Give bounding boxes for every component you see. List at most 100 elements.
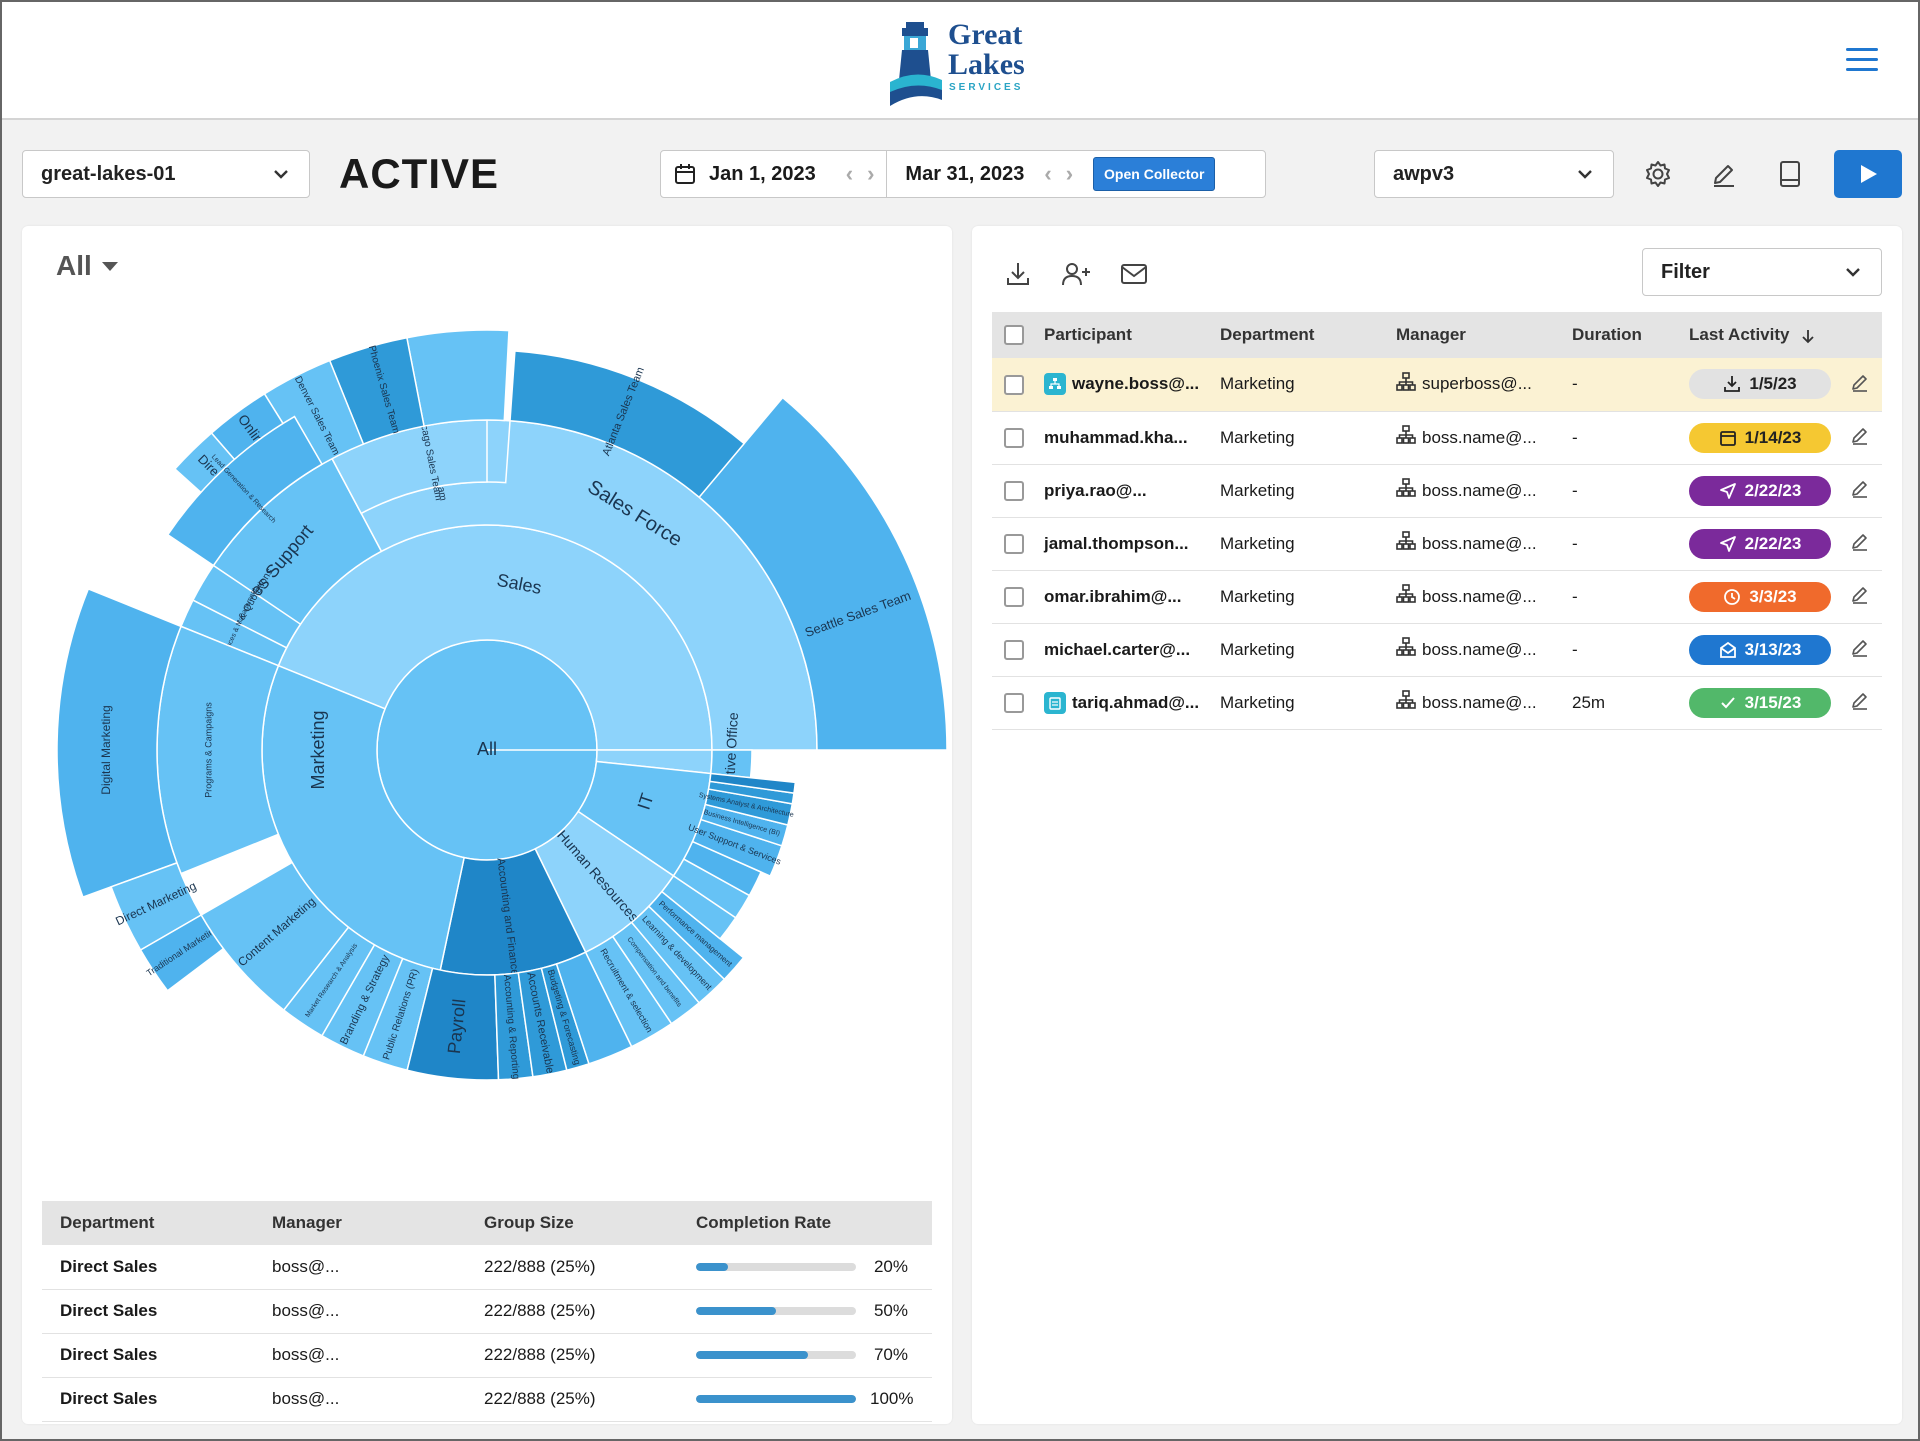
participant-name[interactable]: wayne.boss@... xyxy=(1044,373,1204,396)
sunburst-learning[interactable] xyxy=(630,905,726,1004)
col-department[interactable]: Department xyxy=(42,1201,254,1245)
sunburst-programs-campaigns[interactable] xyxy=(156,625,280,875)
sunburst-branding[interactable] xyxy=(320,943,404,1057)
great-lakes-logo[interactable]: Great Lakes SERVICES xyxy=(888,16,1038,108)
sunburst-direct-marketing[interactable] xyxy=(110,861,203,952)
survey-select[interactable]: awpv3 xyxy=(1374,150,1614,198)
book-icon[interactable] xyxy=(1768,152,1812,196)
sunburst-network-admin[interactable] xyxy=(708,772,797,794)
sunburst-pricing[interactable] xyxy=(191,564,302,649)
department-row[interactable]: Direct Sales boss@... 222/888 (25%) 20% xyxy=(42,1245,932,1290)
last-activity-badge[interactable]: 1/5/23 xyxy=(1689,369,1831,400)
last-activity-badge[interactable]: 2/22/23 xyxy=(1689,475,1831,506)
col-manager[interactable]: Manager xyxy=(254,1201,466,1245)
col-participant[interactable]: Participant xyxy=(1036,312,1212,358)
settings-icon[interactable] xyxy=(1636,152,1680,196)
last-activity-badge[interactable]: 3/15/23 xyxy=(1689,687,1831,718)
sunburst-budgeting[interactable] xyxy=(540,963,590,1072)
participant-row[interactable]: michael.carter@... Marketing boss.name@...… xyxy=(992,623,1882,677)
edit-row-icon[interactable] xyxy=(1850,584,1870,604)
last-activity-badge[interactable]: 1/14/23 xyxy=(1689,422,1831,453)
filter-dropdown[interactable]: Filter xyxy=(1642,248,1882,296)
row-checkbox[interactable] xyxy=(1004,586,1024,607)
row-checkbox[interactable] xyxy=(1004,427,1024,448)
participant-row[interactable]: wayne.boss@... Marketing superboss@... - 1/5… xyxy=(992,358,1882,412)
sunburst-succession[interactable] xyxy=(672,858,751,919)
sunburst-atlanta[interactable] xyxy=(509,350,746,499)
edit-row-icon[interactable] xyxy=(1850,372,1870,392)
start-date-next-icon[interactable]: › xyxy=(867,161,875,186)
project-select[interactable]: great-lakes-01 xyxy=(22,150,310,198)
col-group-size[interactable]: Group Size xyxy=(466,1201,678,1245)
last-activity-badge[interactable]: 3/13/23 xyxy=(1689,634,1831,665)
participant-row[interactable]: priya.rao@... Marketing boss.name@... - 2/22… xyxy=(992,464,1882,518)
sunburst-seattle[interactable] xyxy=(698,396,948,751)
col-last-activity[interactable]: Last Activity xyxy=(1681,312,1842,358)
sunburst-systems-analyst[interactable] xyxy=(704,788,794,826)
sunburst-accounting-reporting[interactable] xyxy=(494,971,534,1081)
start-date-prev-icon[interactable]: ‹ xyxy=(845,161,854,186)
sunburst-content-marketing[interactable] xyxy=(200,861,350,1012)
last-activity-badge[interactable]: 2/22/23 xyxy=(1689,528,1831,559)
sunburst-performance[interactable] xyxy=(647,890,745,981)
sunburst-chicago-leaf[interactable] xyxy=(405,329,510,427)
participant-name[interactable]: jamal.thompson... xyxy=(1044,534,1204,554)
participant-row[interactable]: muhammad.kha... Marketing boss.name@... - 1/… xyxy=(992,411,1882,465)
participant-row[interactable]: tariq.ahmad@... Marketing boss.name@... 25m… xyxy=(992,676,1882,730)
sunburst-lead-gen[interactable] xyxy=(166,415,324,567)
last-activity-badge[interactable]: 3/3/23 xyxy=(1689,581,1831,612)
edit-row-icon[interactable] xyxy=(1850,637,1870,657)
start-date[interactable]: Jan 1, 2023 ‹ › xyxy=(661,151,886,197)
department-row[interactable]: Direct Sales boss@... 222/888 (25%) 70% xyxy=(42,1333,932,1378)
row-checkbox[interactable] xyxy=(1004,533,1024,554)
edit-row-icon[interactable] xyxy=(1850,478,1870,498)
participant-name[interactable]: michael.carter@... xyxy=(1044,640,1204,660)
select-all-checkbox[interactable] xyxy=(1004,325,1024,346)
edit-row-icon[interactable] xyxy=(1850,425,1870,445)
participant-name[interactable]: priya.rao@... xyxy=(1044,481,1204,501)
end-date[interactable]: Mar 31, 2023 ‹ › xyxy=(886,151,1085,197)
open-collector-button[interactable]: Open Collector xyxy=(1093,157,1216,191)
participant-row[interactable]: omar.ibrahim@... Marketing boss.name@... - 3… xyxy=(992,570,1882,624)
row-checkbox[interactable] xyxy=(1004,374,1024,395)
download-icon[interactable] xyxy=(1000,256,1036,292)
row-checkbox[interactable] xyxy=(1004,639,1024,660)
participant-name[interactable]: muhammad.kha... xyxy=(1044,428,1204,448)
department-row[interactable]: Direct Sales boss@... 222/888 (25%) 50% xyxy=(42,1289,932,1334)
edit-icon[interactable] xyxy=(1702,152,1746,196)
add-user-icon[interactable] xyxy=(1058,256,1094,292)
participant-row[interactable]: jamal.thompson... Marketing boss.name@... -… xyxy=(992,517,1882,571)
participant-name[interactable]: omar.ibrahim@... xyxy=(1044,587,1204,607)
sunburst-recruitment[interactable] xyxy=(584,935,673,1048)
sunburst-compensation[interactable] xyxy=(611,921,701,1025)
play-button[interactable] xyxy=(1834,150,1902,198)
edit-row-icon[interactable] xyxy=(1850,690,1870,710)
sunburst-vendor[interactable] xyxy=(180,599,288,667)
end-date-next-icon[interactable]: › xyxy=(1065,161,1074,186)
mail-icon[interactable] xyxy=(1116,256,1152,292)
scope-dropdown[interactable]: All xyxy=(56,250,118,282)
row-checkbox[interactable] xyxy=(1004,480,1024,501)
date-range-picker[interactable]: Jan 1, 2023 ‹ › Mar 31, 2023 ‹ › Open Co… xyxy=(660,150,1266,198)
col-department[interactable]: Department xyxy=(1212,312,1388,358)
end-date-prev-icon[interactable]: ‹ xyxy=(1044,161,1052,186)
row-checkbox[interactable] xyxy=(1004,692,1024,713)
sunburst-public-relations[interactable] xyxy=(362,957,434,1072)
sunburst-user-support[interactable] xyxy=(691,818,783,878)
col-completion-rate[interactable]: Completion Rate xyxy=(678,1201,932,1245)
menu-icon[interactable] xyxy=(1846,48,1878,72)
edit-row-icon[interactable] xyxy=(1850,531,1870,551)
participant-name[interactable]: tariq.ahmad@... xyxy=(1044,691,1204,714)
sunburst-payroll[interactable] xyxy=(406,967,500,1081)
sunburst-acct-other[interactable] xyxy=(555,951,633,1065)
col-duration[interactable]: Duration xyxy=(1564,312,1681,358)
sunburst-bi[interactable] xyxy=(700,803,789,847)
sunburst-digital-marketing[interactable] xyxy=(56,587,183,899)
sunburst-accounts-receivable[interactable] xyxy=(517,967,568,1078)
sunburst-it-mgmt[interactable] xyxy=(682,840,763,897)
sunburst-market-research[interactable] xyxy=(282,926,376,1037)
department-row[interactable]: Direct Sales boss@... 222/888 (25%) 100% xyxy=(42,1377,932,1422)
sunburst-hr-data[interactable] xyxy=(660,874,737,940)
col-manager[interactable]: Manager xyxy=(1388,312,1564,358)
